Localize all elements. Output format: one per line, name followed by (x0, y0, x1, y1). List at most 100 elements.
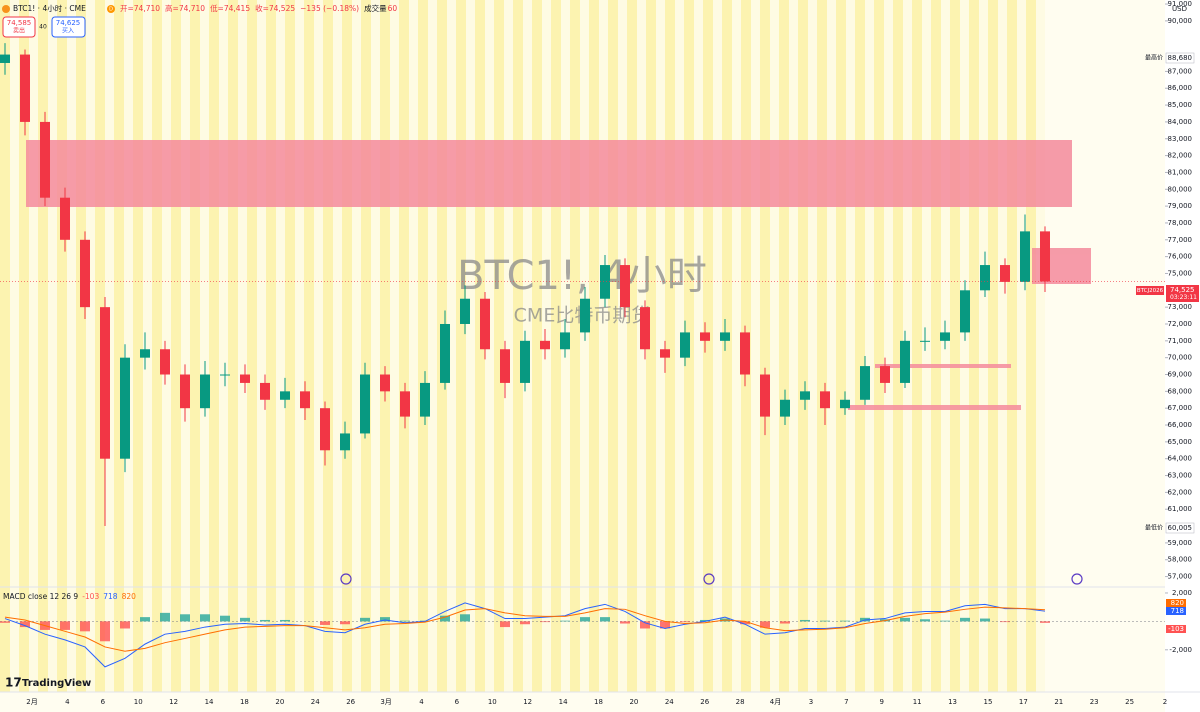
macd-histogram-bar (160, 612, 170, 622)
high-key: 最高价 (1145, 54, 1163, 62)
macd-histogram-bar (820, 620, 830, 622)
ohlc-item: 低=74,415 (210, 3, 250, 13)
x-tick-label: 4 (419, 698, 424, 706)
macd-histogram-bar (680, 621, 690, 623)
y-tick-label: 80,000 (1168, 185, 1193, 193)
macd-histogram-bar (600, 617, 610, 622)
event-icons[interactable] (340, 573, 1083, 585)
y-tick-label: 2,000 (1172, 589, 1192, 597)
y-tick-label: 81,000 (1168, 168, 1193, 176)
y-tick-label: 86,000 (1168, 84, 1193, 92)
macd-histogram-bar (140, 617, 150, 622)
y-tick-label: 91,000 (1168, 0, 1193, 8)
demand-line (875, 364, 1011, 368)
y-tick-label: 62,000 (1168, 488, 1193, 496)
candle-body (420, 382, 430, 417)
candle-body (160, 349, 170, 375)
symbol[interactable]: BTC1! · 4小时 · CME (13, 3, 86, 13)
macd-histogram-bar (580, 617, 590, 622)
macd-legend-value: 718 (103, 592, 118, 601)
candle-body (920, 340, 930, 342)
macd-histogram-bar (120, 621, 130, 629)
x-tick-label: 4月 (770, 698, 781, 706)
candle-body (580, 298, 590, 333)
candle-body (300, 391, 310, 409)
x-tick-label: 21 (1054, 698, 1063, 706)
macd-histogram-bar (960, 617, 970, 622)
drawn-zones (26, 140, 1091, 410)
candle-body (900, 340, 910, 383)
event-icon[interactable] (340, 573, 352, 585)
candle-body (500, 349, 510, 383)
y-tick-label: 70,000 (1168, 354, 1193, 362)
event-icon[interactable] (1071, 573, 1083, 585)
candle-body (680, 332, 690, 358)
y-tick-label: 76,000 (1168, 253, 1193, 261)
currency[interactable]: USD (1172, 5, 1187, 13)
candle-body (1020, 231, 1030, 282)
candle-body (700, 332, 710, 341)
macd-line (4, 602, 1046, 668)
macd-histogram-bar (560, 620, 570, 622)
x-tick-label: 23 (1090, 698, 1099, 706)
macd-histogram-bar (640, 621, 650, 629)
candle-body (940, 332, 950, 341)
x-tick-label: 18 (594, 698, 603, 706)
macd-histogram-bar (260, 619, 270, 622)
y-tick-label: 65,000 (1168, 438, 1193, 446)
macd-histogram-bar (920, 619, 930, 622)
macd-histogram-bar (800, 619, 810, 622)
event-icon[interactable] (703, 573, 715, 585)
macd-badge-label: -103 (1168, 625, 1184, 633)
x-tick-label: 17 (1019, 698, 1028, 706)
y-tick-label: 84,000 (1168, 118, 1193, 126)
macd-legend-value: 820 (122, 592, 137, 601)
candle-body (200, 374, 210, 409)
macd-line (4, 606, 1046, 652)
macd-histogram-bar (520, 621, 530, 625)
macd-histogram-bar (60, 621, 70, 630)
macd-badge-label: 718 (1171, 607, 1184, 615)
macd-legend-value: -103 (82, 592, 99, 601)
macd-histogram-bar (1040, 621, 1050, 623)
volume: 60 (388, 4, 398, 13)
candle-body (960, 290, 970, 333)
brand: TradingView (22, 678, 91, 689)
candle-body (540, 340, 550, 350)
candle-body (480, 298, 490, 350)
x-tick-label: 10 (134, 698, 143, 706)
logo-mark: 17 (5, 676, 22, 690)
candle-body (60, 197, 70, 240)
candle-body (1000, 265, 1010, 282)
macd-histogram-bar (80, 621, 90, 632)
macd-badge (1166, 607, 1186, 615)
candle-body (0, 54, 10, 63)
macd-histogram-bar (100, 621, 110, 642)
x-tick-label: 3月 (380, 698, 391, 706)
macd-histogram-bar (0, 621, 10, 623)
candle-body (780, 399, 790, 417)
sell-button[interactable] (2, 16, 36, 38)
candle-body (460, 298, 470, 324)
buy-price: 74,625 (56, 19, 81, 27)
x-tick-label: 20 (275, 698, 284, 706)
ohlc-legend: 开=74,710 高=74,710 低=74,415 收=74,525 −135 (−0… (120, 3, 397, 13)
candle-body (440, 323, 450, 383)
y-tick-label: 72,000 (1168, 320, 1193, 328)
y-tick-label: 57,000 (1168, 573, 1193, 581)
buy-button[interactable] (51, 16, 86, 38)
y-tick-label: 79,000 (1168, 202, 1193, 210)
low-box (1165, 522, 1195, 534)
x-tick-label: 13 (948, 698, 957, 706)
sell-label: 卖出 (13, 27, 25, 35)
candle-body (400, 391, 410, 417)
x-tick-label: 14 (559, 698, 568, 706)
candle-body (140, 349, 150, 358)
macd-histogram-bar (780, 621, 790, 624)
y-tick-label: -2,000 (1169, 646, 1192, 654)
candle-body (1040, 231, 1050, 282)
watermark: BTC1!, 4小时 (457, 253, 707, 299)
macd-histogram-bar (380, 617, 390, 622)
candle-body (560, 332, 570, 350)
sell-price: 74,585 (7, 19, 32, 27)
